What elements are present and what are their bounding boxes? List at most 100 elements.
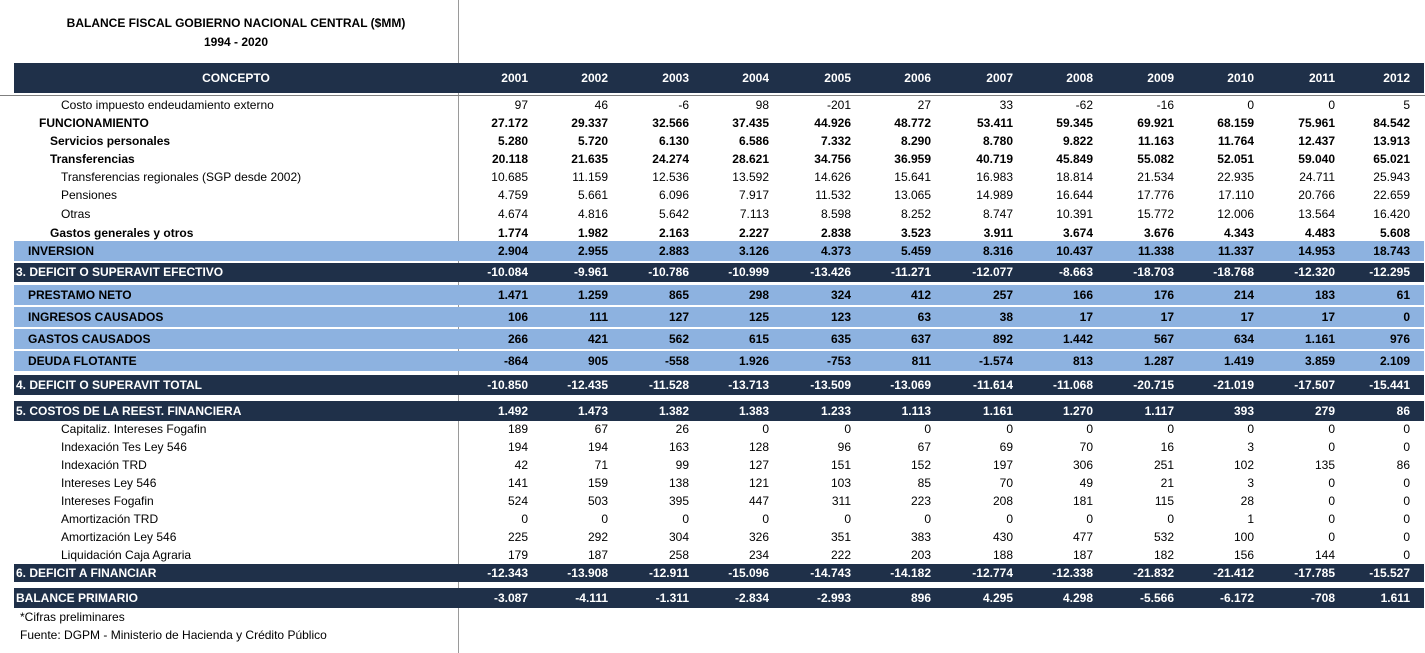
cell-2007: -11.614 xyxy=(972,378,1013,392)
cell-2005: 351 xyxy=(830,530,851,544)
cell-2008: 3.674 xyxy=(1062,226,1093,240)
cell-2005: 11.532 xyxy=(815,188,851,202)
cell-2001: 20.118 xyxy=(491,152,528,166)
row-label: BALANCE PRIMARIO xyxy=(16,591,138,605)
cell-2007: 69 xyxy=(999,440,1013,454)
cell-2003: 6.130 xyxy=(658,134,689,148)
cell-2009: -18.703 xyxy=(1133,265,1174,279)
cell-2001: -10.850 xyxy=(487,378,528,392)
cell-2008: 10.391 xyxy=(1056,207,1093,221)
cell-2004: 13.592 xyxy=(732,170,769,184)
table-row-transferencias: Transferencias 20.118 21.635 24.274 28.621 34… xyxy=(14,150,1424,168)
cell-2011: -708 xyxy=(1310,591,1335,605)
cell-2003: 138 xyxy=(668,476,689,490)
cell-2010: 11.337 xyxy=(1217,244,1254,258)
cell-2002: 46 xyxy=(594,98,608,112)
cell-2003: 258 xyxy=(668,548,689,562)
table-row-5-costos-de-la-reest-financiera: 5. COSTOS DE LA REEST. FINANCIERA 1.492 1.… xyxy=(14,401,1424,421)
cell-2005: 4.373 xyxy=(820,244,851,258)
cell-2004: 7.917 xyxy=(738,188,769,202)
cell-2004: -13.713 xyxy=(728,378,769,392)
table-row-otras: Otras 4.674 4.816 5.642 7.113 8.598 8.252 8.747… xyxy=(14,205,1424,223)
cell-2004: 1.383 xyxy=(738,404,769,418)
cell-2011: 135 xyxy=(1314,458,1335,472)
cell-2002: 21.635 xyxy=(571,152,608,166)
cell-2010: 156 xyxy=(1233,548,1254,562)
table-row-amortizacion-ley-546: Amortización Ley 546 225 292 304 326 351 383 43… xyxy=(14,528,1424,546)
cell-2002: -9.961 xyxy=(573,265,608,279)
cell-2012: 5 xyxy=(1403,98,1410,112)
cell-2011: 0 xyxy=(1328,494,1335,508)
cell-2002: 194 xyxy=(587,440,608,454)
row-label: Indexación TRD xyxy=(61,458,147,472)
cell-2001: 189 xyxy=(507,422,528,436)
cell-2003: 865 xyxy=(668,288,689,302)
cell-2012: 2.109 xyxy=(1379,354,1410,368)
cell-2010: 0 xyxy=(1247,98,1254,112)
cell-2005: -201 xyxy=(826,98,851,112)
cell-2003: 127 xyxy=(668,310,689,324)
cell-2004: 37.435 xyxy=(732,116,769,130)
table-row-3-deficit-o-superavit-efectivo: 3. DEFICIT O SUPERAVIT EFECTIVO -10.084 -9… xyxy=(14,263,1424,282)
cell-2002: 503 xyxy=(587,494,608,508)
cell-2007: 16.983 xyxy=(976,170,1013,184)
cell-2007: 33 xyxy=(999,98,1013,112)
cell-2008: 477 xyxy=(1072,530,1093,544)
cell-2003: -558 xyxy=(664,354,689,368)
cell-2010: 1.419 xyxy=(1223,354,1254,368)
cell-2001: 106 xyxy=(507,310,528,324)
cell-2009: 0 xyxy=(1167,422,1174,436)
cell-2007: -1.574 xyxy=(978,354,1013,368)
cell-2005: 0 xyxy=(844,422,851,436)
table-row-amortizacion-trd: Amortización TRD 0 0 0 0 0 0 0 0 0 1 0 0 xyxy=(14,510,1424,528)
cell-2001: 97 xyxy=(514,98,528,112)
cell-2001: -12.343 xyxy=(487,566,528,580)
cell-2002: 4.816 xyxy=(577,207,608,221)
table-row-6-deficit-a-financiar: 6. DEFICIT A FINANCIAR -12.343 -13.908 -12.… xyxy=(14,564,1424,582)
cell-2011: -17.507 xyxy=(1294,378,1335,392)
cell-2010: 12.006 xyxy=(1217,207,1254,221)
cell-2007: 430 xyxy=(992,530,1013,544)
cell-2009: 69.921 xyxy=(1137,116,1174,130)
cell-2008: 59.345 xyxy=(1056,116,1093,130)
cell-2008: 306 xyxy=(1072,458,1093,472)
cell-2003: 6.096 xyxy=(658,188,689,202)
cell-2005: -753 xyxy=(826,354,851,368)
cell-2011: 0 xyxy=(1328,530,1335,544)
cell-2005: -2.993 xyxy=(816,591,851,605)
cell-2001: 266 xyxy=(507,332,528,346)
footnote-preliminary: *Cifras preliminares xyxy=(20,610,125,624)
cell-2004: 447 xyxy=(748,494,769,508)
cell-2010: 17 xyxy=(1240,310,1254,324)
cell-2006: 13.065 xyxy=(894,188,931,202)
header-year-2012: 2012 xyxy=(1383,71,1410,85)
table-row-capitaliz-intereses-fogafin: Capitaliz. Intereses Fogafin 189 67 26 0 0 0 0 0… xyxy=(14,420,1424,438)
cell-2003: -10.786 xyxy=(648,265,689,279)
cell-2001: -864 xyxy=(503,354,528,368)
cell-2009: 11.338 xyxy=(1137,244,1174,258)
cell-2006: 223 xyxy=(910,494,931,508)
cell-2005: 635 xyxy=(830,332,851,346)
cell-2008: -62 xyxy=(1075,98,1093,112)
cell-2008: 0 xyxy=(1086,422,1093,436)
cell-2011: 4.483 xyxy=(1304,226,1335,240)
cell-2006: 0 xyxy=(924,512,931,526)
cell-2006: 27 xyxy=(917,98,931,112)
header-concept: CONCEPTO xyxy=(202,71,270,85)
cell-2002: 1.982 xyxy=(577,226,608,240)
footnote-source: Fuente: DGPM - Ministerio de Hacienda y … xyxy=(20,628,327,642)
cell-2002: 11.159 xyxy=(572,170,608,184)
cell-2004: 234 xyxy=(748,548,769,562)
cell-2007: 257 xyxy=(992,288,1013,302)
cell-2008: 1.270 xyxy=(1062,404,1093,418)
cell-2005: 123 xyxy=(830,310,851,324)
cell-2004: 121 xyxy=(748,476,769,490)
cell-2001: 1.471 xyxy=(497,288,528,302)
row-label: DEUDA FLOTANTE xyxy=(28,354,137,368)
header-year-2011: 2011 xyxy=(1308,71,1335,85)
cell-2003: 2.163 xyxy=(658,226,689,240)
table-row-indexacion-tes-ley-546: Indexación Tes Ley 546 194 194 163 128 96 67 69… xyxy=(14,438,1424,456)
cell-2002: -12.435 xyxy=(567,378,608,392)
cell-2002: 905 xyxy=(587,354,608,368)
row-label: INVERSION xyxy=(28,244,95,258)
